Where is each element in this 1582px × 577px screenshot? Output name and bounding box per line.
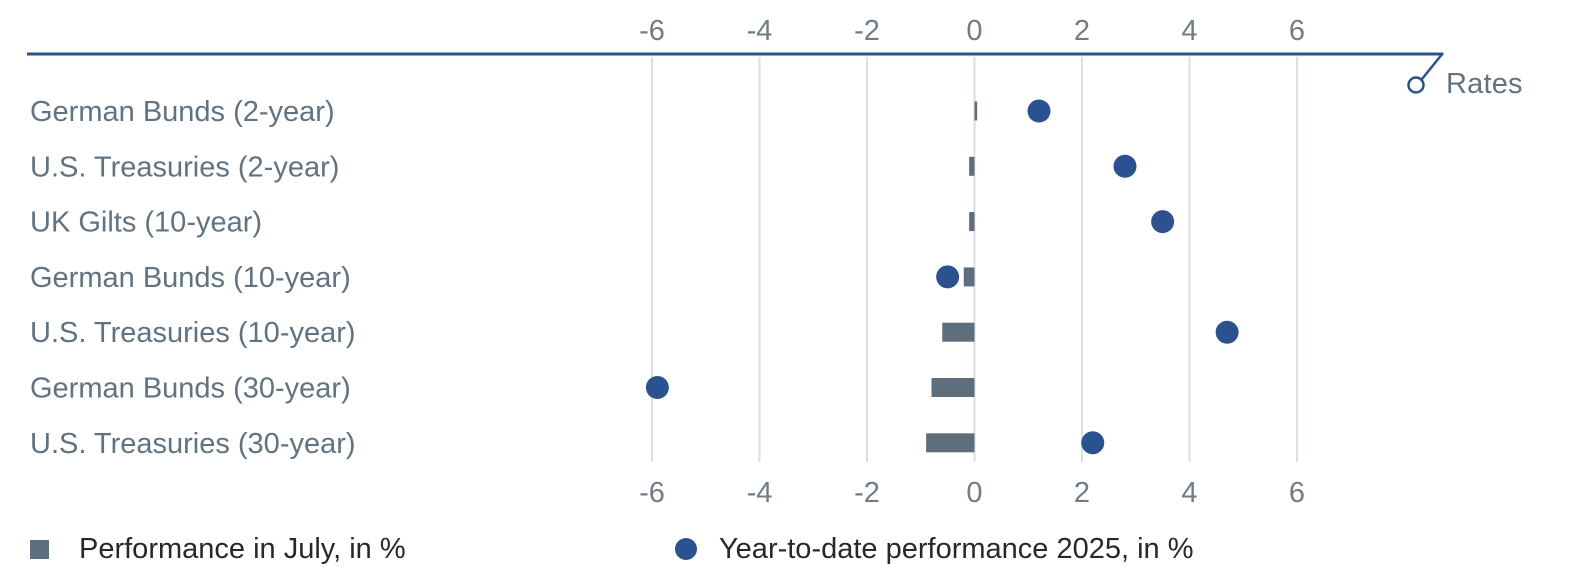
category-label: German Bunds (2-year) xyxy=(30,96,335,128)
x-tick-label-bottom: -4 xyxy=(747,477,773,509)
ytd-performance-dot xyxy=(936,265,960,289)
x-tick-label-top: 0 xyxy=(966,15,982,47)
category-label: U.S. Treasuries (2-year) xyxy=(30,151,339,183)
x-tick-label-top: -6 xyxy=(639,15,665,47)
ytd-performance-dot xyxy=(1081,431,1105,455)
x-tick-label-top: 6 xyxy=(1289,15,1305,47)
category-label: U.S. Treasuries (10-year) xyxy=(30,317,356,349)
july-performance-bar xyxy=(931,378,975,397)
x-tick-label-top: -4 xyxy=(747,15,773,47)
july-performance-bar xyxy=(974,101,978,121)
july-performance-bar xyxy=(969,212,975,232)
x-tick-label-top: -2 xyxy=(854,15,880,47)
x-tick-label-bottom: -2 xyxy=(854,477,880,509)
x-tick-label-bottom: 4 xyxy=(1181,477,1197,509)
x-tick-label-top: 4 xyxy=(1181,15,1197,47)
category-label: U.S. Treasuries (30-year) xyxy=(30,428,356,460)
july-performance-bar xyxy=(942,322,975,342)
category-label: UK Gilts (10-year) xyxy=(30,207,262,239)
july-performance-bar xyxy=(969,156,975,176)
x-tick-label-top: 2 xyxy=(1074,15,1090,47)
rates-callout-line xyxy=(1421,52,1444,80)
x-tick-label-bottom: -6 xyxy=(639,477,665,509)
ytd-performance-dot xyxy=(1027,99,1051,123)
category-label: German Bunds (30-year) xyxy=(30,373,351,405)
ytd-performance-dot xyxy=(645,376,669,399)
ytd-performance-dot xyxy=(1113,154,1137,178)
july-performance-bar xyxy=(963,267,975,287)
rates-callout-circle-icon xyxy=(1407,76,1425,94)
x-tick-label-bottom: 6 xyxy=(1289,477,1305,509)
ytd-performance-dot xyxy=(1215,320,1239,344)
rates-axis-tag-label: Rates xyxy=(1446,68,1523,100)
x-tick-label-bottom: 0 xyxy=(966,477,982,509)
x-tick-label-bottom: 2 xyxy=(1074,477,1090,509)
ytd-performance-dot xyxy=(1151,210,1175,234)
category-label: German Bunds (10-year) xyxy=(30,262,351,294)
july-performance-bar xyxy=(926,433,975,453)
